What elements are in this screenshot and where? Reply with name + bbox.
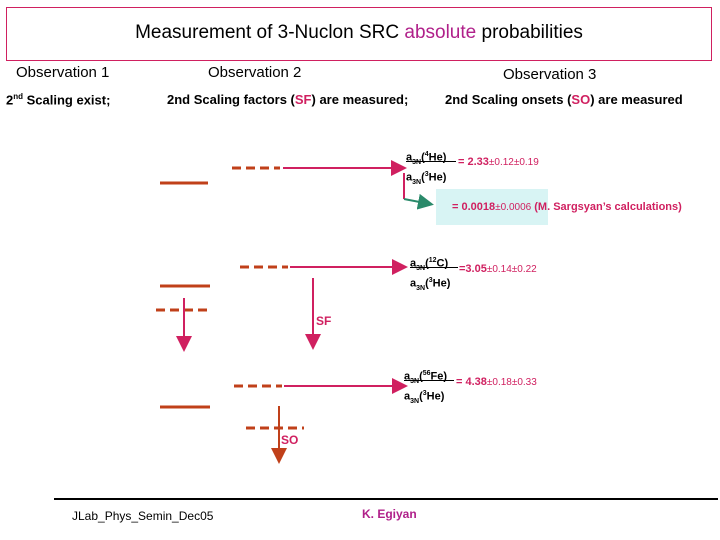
- footer-author: K. Egiyan: [362, 507, 417, 521]
- observation-1-desc: 2nd Scaling exist;: [6, 92, 111, 108]
- footer-left: JLab_Phys_Semin_Dec05: [72, 509, 214, 523]
- ratio-fe56: a3N(56Fe) a3N(3He): [404, 370, 448, 405]
- arrow-calc: [403, 193, 434, 210]
- ratio-c12-value: =3.05±0.14±0.22: [459, 263, 537, 275]
- footer-rule: [54, 498, 718, 500]
- title-box: [6, 7, 712, 61]
- ratio-he4-fraction-line: [406, 161, 456, 162]
- sf-label: SF: [316, 314, 332, 328]
- observation-3-label: Observation 3: [503, 66, 597, 83]
- calculation-value: = 0.0018±0.0006 (M. Sargsyan’s calculati…: [452, 201, 682, 213]
- so-label: SO: [281, 433, 299, 447]
- ratio-he4: a3N(4He) a3N(3He): [406, 151, 447, 186]
- page-title: Measurement of 3-Nuclon SRC absolute pro…: [6, 22, 712, 44]
- title-text-suffix: probabilities: [476, 22, 583, 43]
- ratio-fe56-fraction-line: [404, 380, 454, 381]
- observation-1-label: Observation 1: [16, 64, 110, 81]
- title-text-prefix: Measurement of 3-Nuclon SRC: [135, 22, 405, 43]
- observation-2-label: Observation 2: [208, 64, 302, 81]
- title-text-highlight: absolute: [404, 22, 477, 43]
- observation-3-desc: 2nd Scaling onsets (SO) are measured: [445, 92, 683, 107]
- observation-2-desc: 2nd Scaling factors (SF) are measured;: [167, 92, 409, 107]
- ratio-he4-value: = 2.33±0.12±0.19: [458, 156, 539, 168]
- ratio-c12-fraction-line: [410, 267, 458, 268]
- calculation-box: [436, 189, 548, 225]
- ratio-fe56-value: = 4.38±0.18±0.33: [456, 376, 537, 388]
- ratio-c12: a3N(12C) a3N(3He): [410, 257, 451, 292]
